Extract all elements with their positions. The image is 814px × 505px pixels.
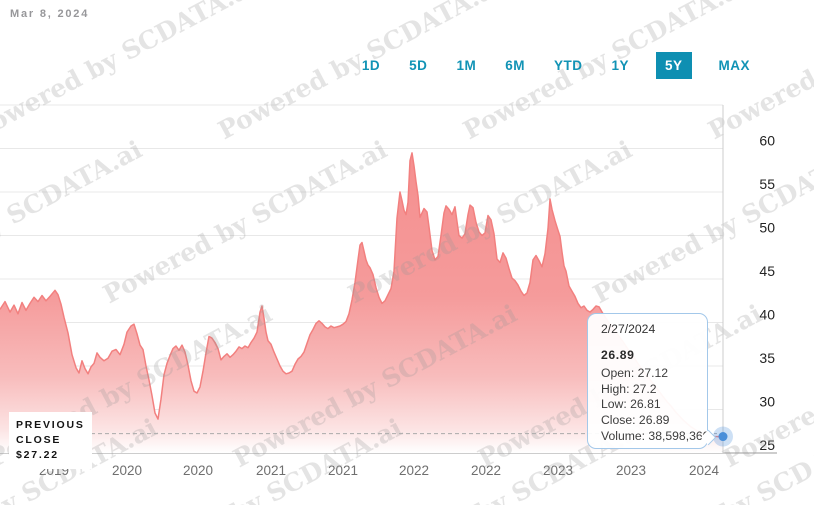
y-tick-label: 25	[759, 437, 775, 453]
y-tick-label: 40	[759, 307, 775, 323]
previous-close-label: PREVIOUS CLOSE $27.22	[9, 412, 92, 469]
tooltip-high: High: 27.2	[601, 381, 657, 396]
tooltip-date: 2/27/2024	[601, 322, 656, 336]
x-tick-label: 2023	[543, 463, 573, 478]
range-button-1m[interactable]: 1M	[454, 52, 478, 79]
x-tick-label: 2020	[183, 463, 213, 478]
y-tick-label: 60	[759, 133, 775, 149]
area-series-fill	[0, 152, 723, 453]
range-button-ytd[interactable]: YTD	[552, 52, 585, 79]
range-button-6m[interactable]: 6M	[503, 52, 527, 79]
x-tick-label: 2022	[399, 463, 429, 478]
price-tooltip: 2/27/2024 26.89 Open: 27.12 High: 27.2 L…	[587, 313, 716, 449]
previous-close-value: $27.22	[16, 449, 59, 461]
x-tick-label: 2021	[328, 463, 358, 478]
y-tick-label: 45	[759, 263, 775, 279]
tooltip-price: 26.89	[601, 347, 635, 362]
y-tick-label: 50	[759, 220, 775, 236]
range-button-max[interactable]: MAX	[717, 52, 753, 79]
range-button-1y[interactable]: 1Y	[609, 52, 631, 79]
range-button-5y[interactable]: 5Y	[655, 52, 692, 79]
y-tick-label: 35	[759, 350, 775, 366]
x-tick-label: 2020	[112, 463, 142, 478]
range-button-5d[interactable]: 5D	[407, 52, 429, 79]
range-button-1d[interactable]: 1D	[360, 52, 382, 79]
x-tick-label: 2023	[616, 463, 646, 478]
area-series-line	[0, 152, 723, 438]
chart-date-label: Mar 8, 2024	[10, 8, 90, 20]
x-tick-label: 2022	[471, 463, 501, 478]
y-tick-label: 55	[759, 176, 775, 192]
tooltip-close: Close: 26.89	[601, 412, 670, 427]
range-selector: 1D 5D 1M 6M YTD 1Y 5Y MAX	[360, 52, 752, 79]
x-tick-label: 2021	[256, 463, 286, 478]
previous-close-word1: PREVIOUS	[16, 419, 85, 431]
tooltip-volume: Volume: 38,598,360	[601, 428, 710, 443]
tooltip-low: Low: 26.81	[601, 397, 661, 412]
x-tick-label: 2024	[689, 463, 720, 478]
tooltip-open: Open: 27.12	[601, 366, 669, 381]
previous-close-word2: CLOSE	[16, 434, 62, 446]
y-tick-label: 30	[759, 394, 775, 410]
